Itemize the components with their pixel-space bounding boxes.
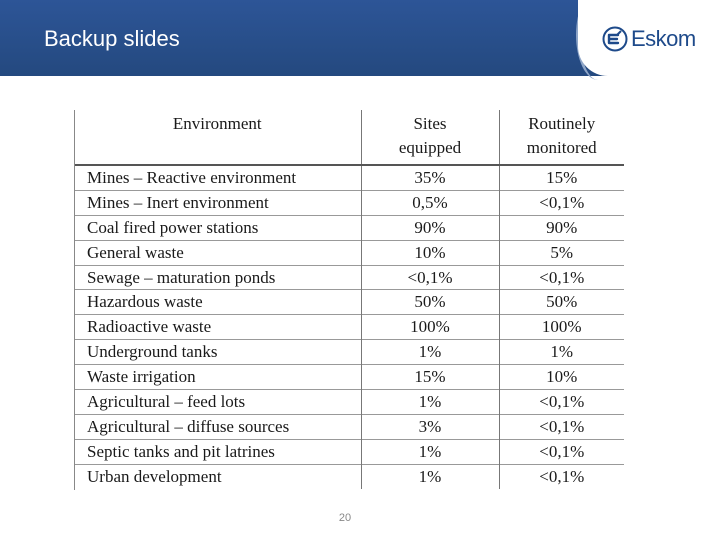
table-row: Urban development 1% <0,1% xyxy=(74,463,624,489)
table-row: Radioactive waste 100% 100% xyxy=(74,314,624,340)
page-number: 20 xyxy=(338,512,352,524)
cell-environment: Mines – Inert environment xyxy=(74,189,362,216)
table-row: Mines – Reactive environment 35% 15% xyxy=(74,164,624,191)
table-row: Underground tanks 1% 1% xyxy=(74,339,624,365)
cell-routinely-monitored: <0,1% xyxy=(499,438,624,465)
header-sites-equipped: Sites equipped xyxy=(361,110,500,165)
cell-routinely-monitored: <0,1% xyxy=(499,413,624,440)
cell-routinely-monitored: 15% xyxy=(499,164,624,191)
cell-sites-equipped: 1% xyxy=(361,438,500,465)
cell-sites-equipped: 50% xyxy=(361,289,500,315)
cell-environment: General waste xyxy=(74,239,362,266)
table-row: Waste irrigation 15% 10% xyxy=(74,364,624,390)
table-row: Mines – Inert environment 0,5% <0,1% xyxy=(74,189,624,216)
table-row: Agricultural – diffuse sources 3% <0,1% xyxy=(74,413,624,440)
cell-sites-equipped: 1% xyxy=(361,389,500,415)
cell-routinely-monitored: 1% xyxy=(499,339,624,365)
environment-table: Environment Sites equipped Routinely monit… xyxy=(74,110,624,489)
cell-routinely-monitored: <0,1% xyxy=(499,463,624,489)
cell-sites-equipped: 10% xyxy=(361,239,500,266)
cell-environment: Waste irrigation xyxy=(74,364,362,390)
cell-routinely-monitored: <0,1% xyxy=(499,264,624,290)
cell-routinely-monitored: 10% xyxy=(499,364,624,390)
cell-environment: Mines – Reactive environment xyxy=(74,164,362,191)
table-row: General waste 10% 5% xyxy=(74,239,624,266)
cell-sites-equipped: 3% xyxy=(361,413,500,440)
cell-sites-equipped: 100% xyxy=(361,314,500,340)
header-routinely-monitored: Routinely monitored xyxy=(526,114,597,157)
cell-environment: Hazardous waste xyxy=(74,289,362,315)
header-environment: Environment xyxy=(74,110,362,165)
table-row: Hazardous waste 50% 50% xyxy=(74,289,624,315)
cell-environment: Sewage – maturation ponds xyxy=(74,264,362,290)
eskom-logo: Eskom xyxy=(602,24,696,54)
cell-environment: Coal fired power stations xyxy=(74,214,362,241)
table-row: Agricultural – feed lots 1% <0,1% xyxy=(74,389,624,415)
table-header-row: Environment Sites equipped Routinely monit… xyxy=(74,110,624,165)
cell-sites-equipped: 35% xyxy=(361,164,500,191)
eskom-logo-icon xyxy=(602,26,628,52)
cell-sites-equipped: 1% xyxy=(361,463,500,489)
cell-routinely-monitored: <0,1% xyxy=(499,189,624,216)
cell-routinely-monitored: <0,1% xyxy=(499,389,624,415)
slide-title: Backup slides xyxy=(44,26,180,51)
cell-routinely-monitored: 90% xyxy=(499,214,624,241)
cell-sites-equipped: 15% xyxy=(361,364,500,390)
cell-sites-equipped: <0,1% xyxy=(361,264,500,290)
environment-table-container: Environment Sites equipped Routinely monit… xyxy=(74,110,624,490)
table-row: Septic tanks and pit latrines 1% <0,1% xyxy=(74,438,624,465)
cell-environment: Underground tanks xyxy=(74,339,362,365)
cell-sites-equipped: 90% xyxy=(361,214,500,241)
table-row: Coal fired power stations 90% 90% xyxy=(74,214,624,241)
cell-environment: Urban development xyxy=(74,463,362,489)
cell-environment: Agricultural – feed lots xyxy=(74,389,362,415)
cell-routinely-monitored: 100% xyxy=(499,314,624,340)
table-row: Sewage – maturation ponds <0,1% <0,1% xyxy=(74,264,624,290)
logo-panel xyxy=(578,0,720,76)
cell-routinely-monitored: 50% xyxy=(499,289,624,315)
cell-routinely-monitored: 5% xyxy=(499,239,624,266)
cell-environment: Radioactive waste xyxy=(74,314,362,340)
cell-environment: Septic tanks and pit latrines xyxy=(74,438,362,465)
logo-text: Eskom xyxy=(631,26,696,51)
cell-sites-equipped: 0,5% xyxy=(361,189,500,216)
cell-environment: Agricultural – diffuse sources xyxy=(74,413,362,440)
cell-sites-equipped: 1% xyxy=(361,339,500,365)
